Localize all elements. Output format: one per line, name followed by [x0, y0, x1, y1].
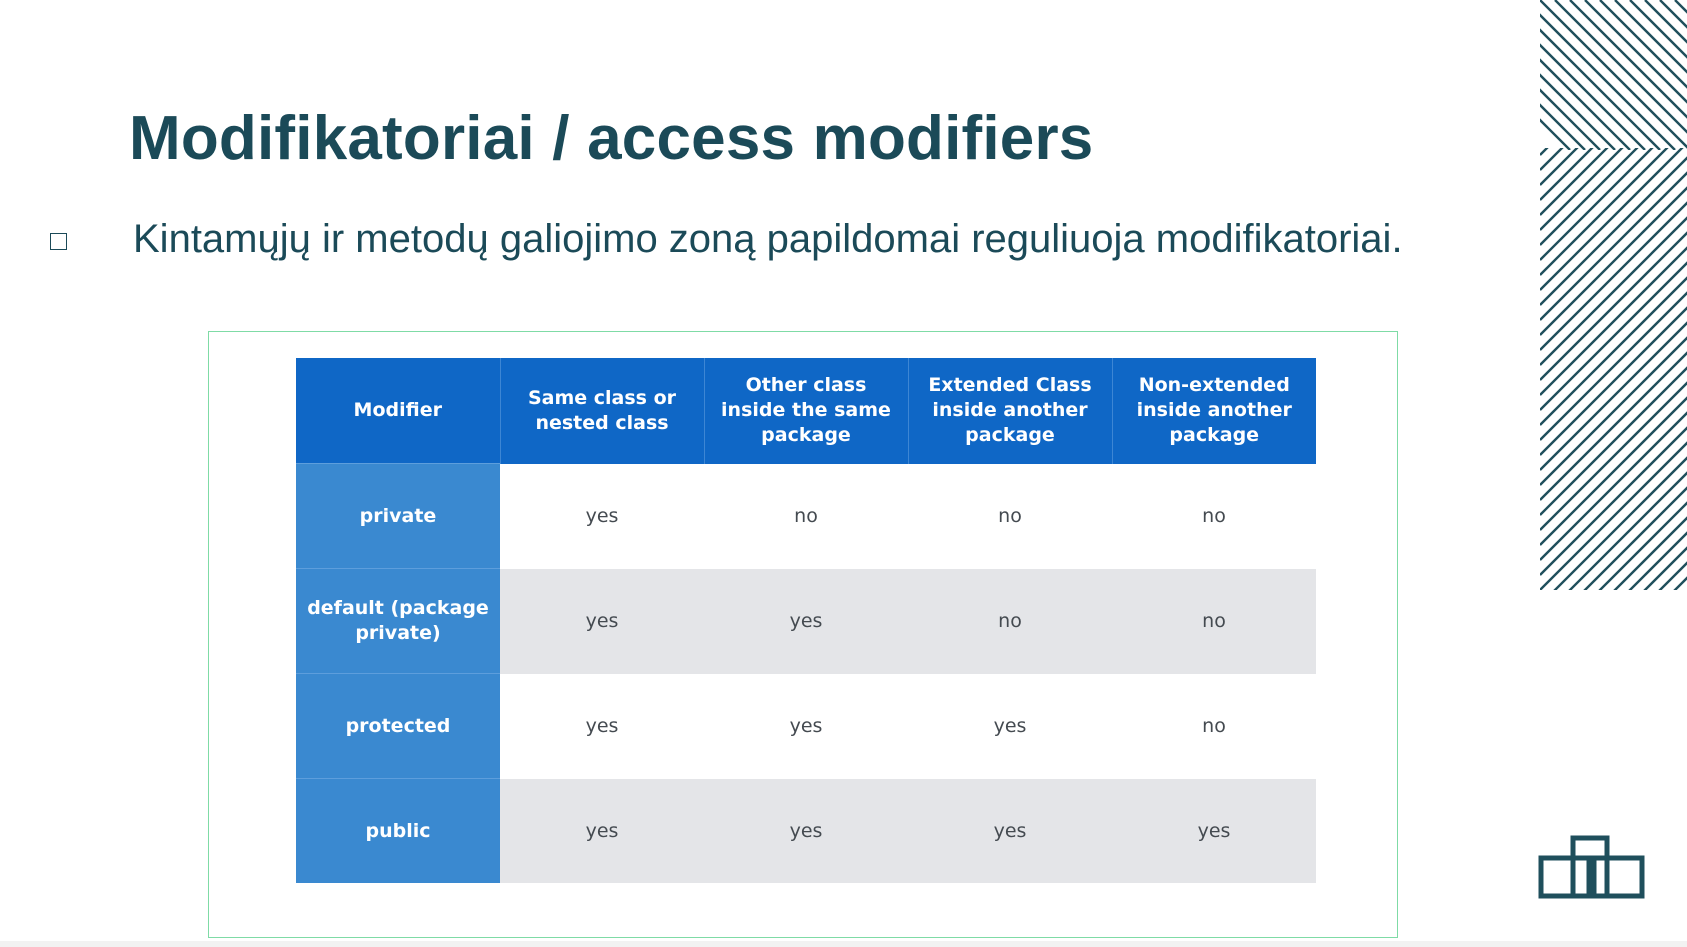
table-cell: no — [1112, 463, 1316, 569]
table-cell: yes — [1112, 778, 1316, 883]
slide-title: Modifikatoriai / access modifiers — [129, 104, 1094, 173]
square-bullet-icon — [50, 232, 67, 250]
table-cell: yes — [500, 463, 704, 569]
column-header-same-class: Same class or nested class — [500, 358, 705, 464]
table-row: default (package private) yes yes no no — [296, 568, 1316, 674]
access-modifiers-table: Modifier Same class or nested class Othe… — [296, 358, 1316, 883]
table-cell: yes — [500, 778, 704, 883]
row-header-default: default (package private) — [296, 568, 500, 674]
row-header-private: private — [296, 463, 500, 569]
table-frame — [208, 331, 1398, 938]
table-cell: no — [908, 463, 1112, 569]
table-cell: yes — [908, 673, 1112, 779]
column-header-same-package: Other class inside the same package — [704, 358, 909, 464]
diagonal-stripes-decoration — [1540, 0, 1687, 590]
row-header-public: public — [296, 778, 500, 883]
row-header-protected: protected — [296, 673, 500, 779]
table-cell: yes — [908, 778, 1112, 883]
overlapping-boxes-logo-icon — [1538, 835, 1645, 899]
table-cell: yes — [704, 673, 908, 779]
table-cell: yes — [500, 568, 704, 674]
table-cell: yes — [704, 568, 908, 674]
column-header-modifier: Modifier — [296, 358, 501, 464]
bullet-text: Kintamųjų ir metodų galiojimo zoną papil… — [133, 217, 1403, 261]
column-header-extended-class: Extended Class inside another package — [908, 358, 1113, 464]
table-row: private yes no no no — [296, 463, 1316, 569]
table-cell: no — [1112, 568, 1316, 674]
column-header-non-extended: Non-extended inside another package — [1112, 358, 1316, 464]
table-cell: yes — [704, 778, 908, 883]
table-header-row: Modifier Same class or nested class Othe… — [296, 358, 1316, 464]
table-row: protected yes yes yes no — [296, 673, 1316, 779]
table-cell: no — [908, 568, 1112, 674]
table-cell: no — [704, 463, 908, 569]
table-row: public yes yes yes yes — [296, 778, 1316, 883]
table-cell: yes — [500, 673, 704, 779]
table-cell: no — [1112, 673, 1316, 779]
bottom-strip — [0, 941, 1687, 947]
bullet-item: Kintamųjų ir metodų galiojimo zoną papil… — [50, 214, 1403, 264]
